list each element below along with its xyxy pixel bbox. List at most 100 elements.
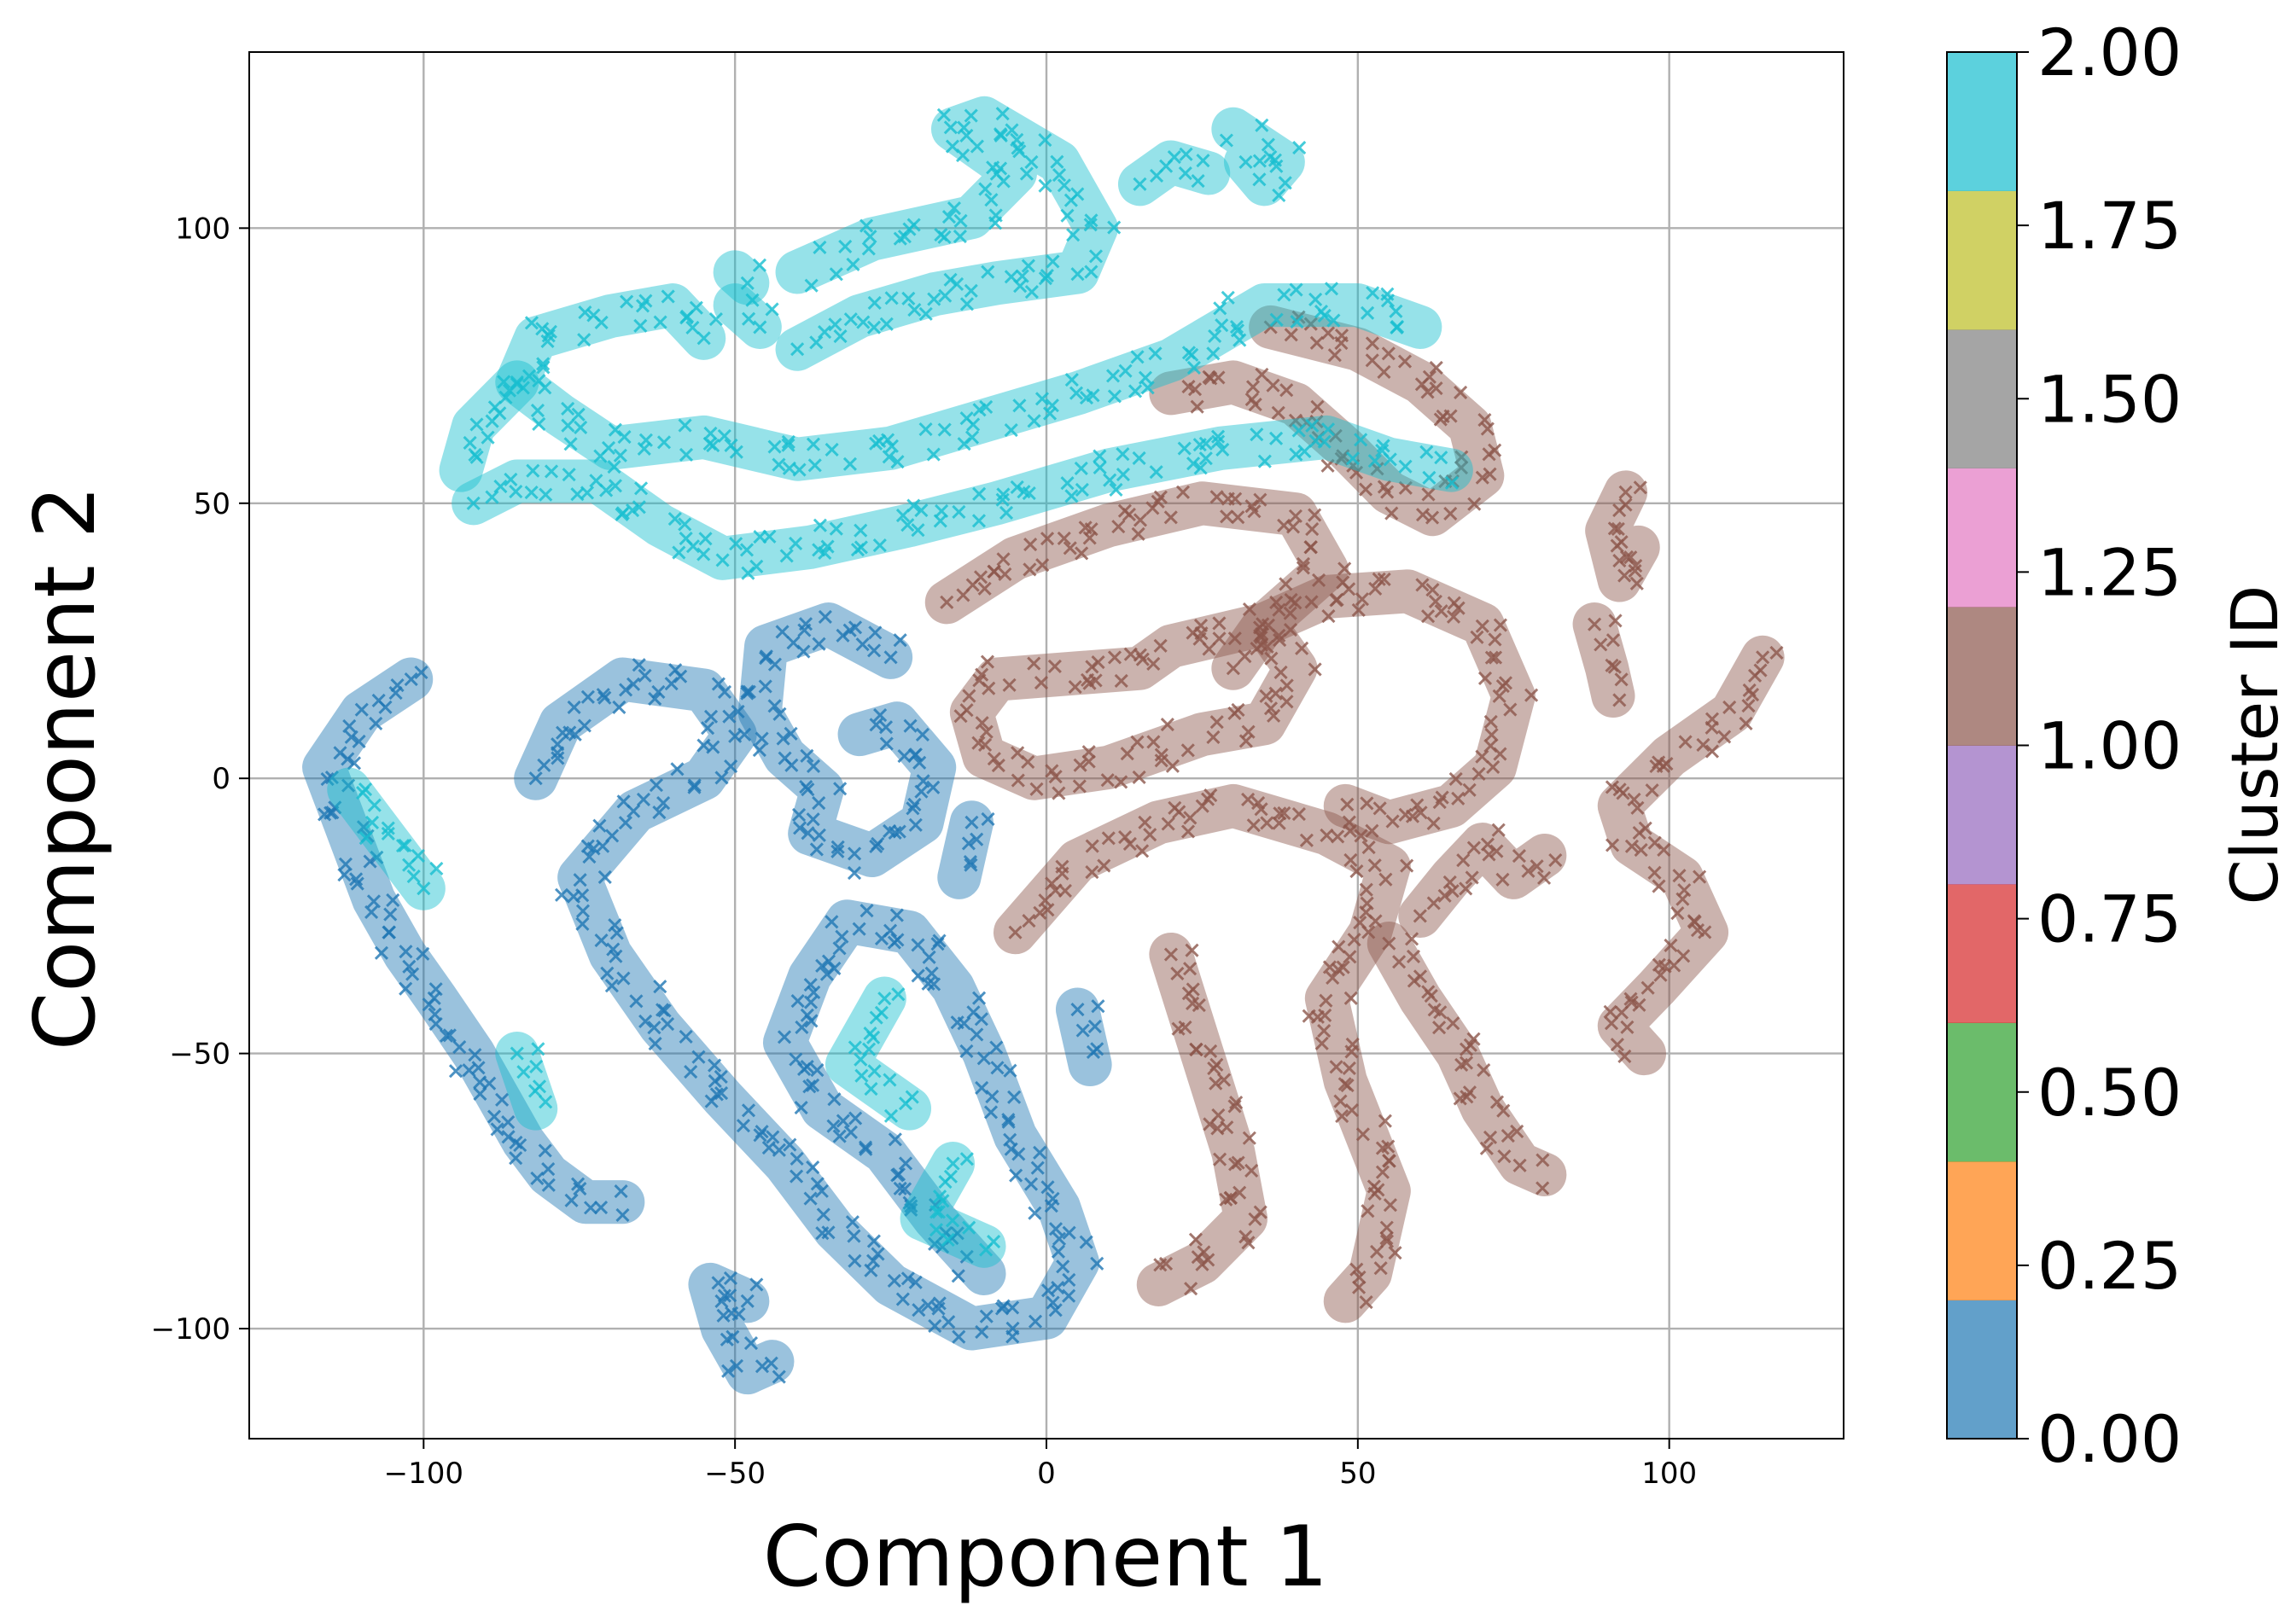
cluster-0-marker	[888, 825, 902, 840]
cluster-2-marker	[571, 407, 586, 422]
cluster-0-marker	[593, 1201, 609, 1215]
cluster-1-marker	[1611, 521, 1625, 536]
cluster-1-marker	[1603, 1004, 1617, 1019]
cluster-0-marker	[1062, 1288, 1076, 1303]
cluster-1-marker	[1340, 1078, 1355, 1093]
cluster-1-marker	[1285, 520, 1301, 534]
cluster-2-marker	[1390, 320, 1404, 334]
cluster-2-marker	[563, 437, 578, 451]
cluster-1-marker	[1331, 963, 1345, 977]
cluster-0-marker	[656, 795, 671, 811]
cluster-1-marker	[1612, 782, 1627, 797]
cluster-1-marker	[1672, 869, 1687, 883]
cluster-0-marker	[342, 718, 357, 733]
cluster-1-marker	[1206, 730, 1221, 745]
cluster-2-marker	[767, 439, 782, 454]
cluster-0-marker	[428, 1007, 442, 1021]
cluster-1-marker	[1610, 538, 1624, 553]
cluster-1-marker	[971, 736, 986, 750]
cluster-0-marker	[892, 824, 906, 839]
cluster-1-marker	[1223, 1190, 1238, 1205]
cluster-2-marker	[1075, 482, 1089, 497]
cluster-2-marker	[531, 1042, 545, 1056]
cluster-2-marker	[1130, 350, 1145, 364]
cluster-1-marker	[1002, 678, 1017, 692]
cluster-0-marker	[775, 625, 790, 639]
cluster-1-marker	[1373, 1261, 1388, 1276]
cluster-0-marker	[830, 844, 845, 858]
cluster-0-marker	[927, 977, 941, 992]
cluster-2-marker	[937, 422, 952, 437]
cluster-2-marker	[781, 438, 795, 452]
cluster-1-marker	[1624, 995, 1639, 1009]
cluster-2-marker	[1185, 347, 1199, 362]
cluster-1-marker	[1238, 649, 1252, 664]
cluster-1-marker	[1349, 864, 1364, 879]
cluster-2-marker	[487, 400, 502, 415]
cluster-0-marker	[679, 1029, 693, 1044]
cluster-0-ribbon	[1055, 987, 1112, 1087]
cluster-2-marker	[981, 265, 995, 279]
cluster-0-marker	[767, 699, 782, 713]
cluster-2-marker	[1269, 431, 1284, 445]
cluster-2-marker	[866, 320, 882, 334]
cluster-1-marker	[1649, 759, 1664, 774]
cluster-1-marker	[1742, 683, 1757, 698]
cluster-1-marker	[982, 681, 996, 695]
x-axis-label: Component 1	[763, 1509, 1328, 1606]
cluster-1-marker	[1489, 1095, 1505, 1109]
cluster-1-marker	[1212, 631, 1227, 646]
cluster-1-marker	[1620, 1020, 1635, 1034]
cluster-0-marker	[976, 1051, 991, 1066]
cluster-2-marker	[543, 324, 557, 339]
cluster-1-marker	[1143, 828, 1157, 842]
cluster-1-marker	[1329, 1060, 1343, 1074]
cluster-0-marker	[714, 1294, 729, 1308]
cluster-2-marker	[806, 437, 821, 451]
cluster-0-marker	[551, 746, 565, 760]
cluster-1-marker	[1322, 960, 1337, 974]
cluster-2-marker	[539, 1095, 553, 1109]
cluster-1-marker	[1279, 383, 1294, 398]
cluster-2-marker	[1093, 449, 1107, 463]
cluster-1-marker	[1347, 933, 1361, 947]
cluster-1-marker	[1047, 659, 1062, 674]
cluster-0-marker	[442, 1028, 457, 1043]
cluster-1-marker	[1161, 817, 1175, 831]
cluster-0-marker	[908, 817, 923, 832]
cluster-1-marker	[1048, 770, 1063, 784]
cluster-1-marker	[1068, 680, 1082, 695]
cluster-0-marker	[784, 758, 799, 772]
cluster-0-marker	[1048, 1222, 1064, 1236]
cluster-1-marker	[1283, 623, 1298, 637]
cluster-0-marker	[691, 1050, 706, 1064]
cluster-0-marker	[1009, 1168, 1023, 1183]
cluster-2-marker	[1105, 369, 1121, 383]
cluster-1-marker	[1446, 1016, 1460, 1031]
cluster-2-marker	[1320, 422, 1336, 437]
cluster-1-marker	[1477, 671, 1493, 686]
cluster-1-marker	[1512, 1158, 1527, 1172]
cluster-1-marker	[1073, 758, 1087, 772]
cluster-0-marker	[800, 1008, 814, 1022]
cluster-0-marker	[724, 759, 738, 774]
cluster-0-marker	[810, 1062, 825, 1078]
cluster-0-marker	[970, 832, 984, 846]
cluster-2-marker	[562, 468, 576, 482]
cluster-1-marker	[1279, 695, 1294, 709]
cluster-1-marker	[1180, 824, 1196, 839]
x-tick-label: −50	[704, 1457, 766, 1491]
cluster-1-marker	[1170, 966, 1185, 981]
cluster-1-marker	[1246, 818, 1261, 833]
cluster-1-marker	[1429, 360, 1443, 375]
cluster-2-marker	[1034, 392, 1050, 406]
cluster-1-marker	[1255, 367, 1269, 382]
cluster-1-marker	[1378, 872, 1393, 887]
cluster-0-marker	[908, 1275, 923, 1289]
cluster-2-marker	[869, 436, 883, 451]
cluster-0-marker	[898, 1182, 912, 1196]
cluster-2-marker	[978, 182, 993, 196]
colorbar-tick-label: 0.00	[2037, 1401, 2182, 1477]
cluster-0-marker	[888, 1132, 902, 1147]
cluster-0-marker	[737, 727, 752, 742]
